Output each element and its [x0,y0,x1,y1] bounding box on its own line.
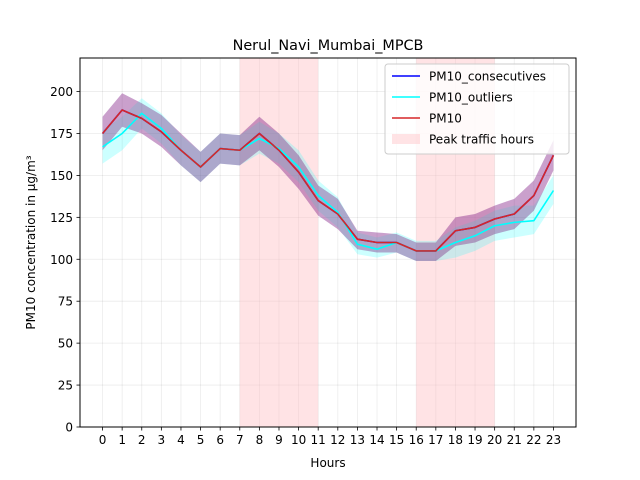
y-tick-label: 200 [50,85,73,99]
x-tick-label: 18 [448,433,463,447]
legend-label: PM10_consecutives [429,70,546,84]
x-tick-label: 15 [389,433,404,447]
x-axis-label: Hours [310,456,345,470]
band-pm10-outliers [102,98,554,261]
peak-traffic-region-1 [239,58,319,427]
x-tick-label: 4 [177,433,185,447]
x-tick-label: 14 [369,433,384,447]
x-tick-label: 20 [487,433,502,447]
chart-title: Nerul_Navi_Mumbai_MPCB [233,38,424,54]
x-tick-label: 21 [507,433,522,447]
grid [80,58,576,428]
legend-swatch [392,134,420,144]
x-tick-label: 1 [118,433,126,447]
y-tick-label: 175 [50,127,73,141]
y-tick-label: 125 [50,211,73,225]
x-tick-label: 16 [409,433,424,447]
legend-box [384,63,570,155]
y-tick-label: 150 [50,169,73,183]
x-tick-label: 2 [138,433,146,447]
band-pm10-consecutives [102,93,554,261]
x-tick-label: 13 [350,433,365,447]
confidence-bands [102,93,554,261]
x-tick-label: 17 [428,433,443,447]
series-lines [101,109,555,252]
x-tick-label: 12 [330,433,345,447]
x-tick-label: 6 [216,433,224,447]
x-axis-ticks: 0 1 2 3 4 5 6 7 8 9 10 11 12 13 14 15 16 17 18 19 20 21 22 23 [99,427,561,447]
line-pm10 [101,109,555,252]
y-tick-label: 100 [50,253,73,267]
x-tick-label: 0 [99,433,107,447]
legend-label: Peak traffic hours [429,133,534,147]
x-tick-label: 7 [236,433,244,447]
x-tick-label: 19 [467,433,482,447]
x-tick-label: 8 [256,433,264,447]
legend: PM10_consecutives PM10_outliers PM10 Peak t… [384,63,570,155]
x-tick-label: 3 [158,433,166,447]
y-tick-label: 25 [58,379,73,393]
legend-label: PM10_outliers [429,91,513,105]
legend-label: PM10 [429,112,462,126]
band-pm10 [102,93,554,261]
y-axis-ticks: 0 25 50 75 100 125 150 175 200 [50,85,80,435]
y-tick-label: 50 [58,337,73,351]
x-tick-label: 23 [546,433,561,447]
plot-frame [79,57,577,428]
x-tick-label: 22 [526,433,541,447]
x-tick-label: 11 [311,433,326,447]
x-tick-label: 5 [197,433,205,447]
x-tick-label: 10 [291,433,306,447]
x-tick-label: 9 [275,433,283,447]
y-axis-label: PM10 concentration in µg/m³ [24,155,38,329]
y-tick-label: 75 [58,295,73,309]
y-tick-label: 0 [65,421,73,435]
